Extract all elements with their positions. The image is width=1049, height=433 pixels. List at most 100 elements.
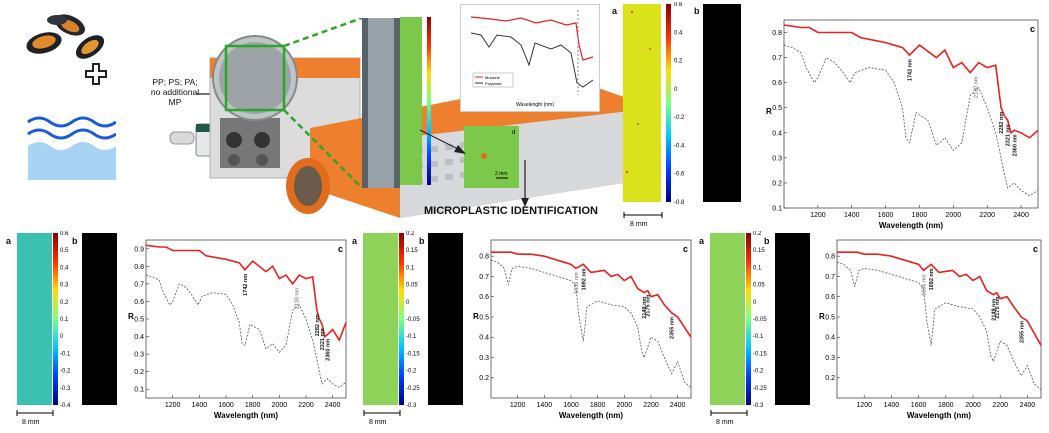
colorbar-tick-label: -0.25 [406,386,420,392]
water-icon [26,112,117,180]
top-scale-bar: 8 mm [622,212,664,233]
x-tick-label: 1400 [844,212,860,219]
colorbar-tick-label: -0.4 [674,143,685,149]
y-tick-label: 0.3 [479,355,489,362]
chart-top-right: 1200 1400 1600 1800 2000 2200 2400 0.1 0.2 0.3 0.4… [758,12,1046,232]
inset-letter: d [512,130,515,136]
y-axis-label: R [128,312,134,321]
peak-annotation: 2149 nm [991,299,997,321]
y-axis-label: R [473,312,479,321]
x-tick-label: 1400 [192,402,208,409]
colorbar-tick-label: 0.6 [674,2,683,8]
y-tick-label: 0.3 [134,352,144,359]
colorbar-tick-label: -0.3 [60,386,71,392]
colorbar-tick-label: 0 [753,300,757,306]
bm-scale-bar: 8 mm [362,410,402,433]
y-axis-label: R [766,107,772,116]
chart-bottom-middle: 1200 1400 1600 1800 2000 2200 2400 0.2 0.3 0.4 0.5… [465,232,697,422]
x-tick-label: 2400 [1013,212,1029,219]
top-map-b [703,4,741,202]
down-arrow [521,160,529,213]
x-tick-label: 2000 [965,402,981,409]
y-tick-label: 0.7 [772,55,782,62]
colorbar-tick-label: -0.4 [60,403,71,407]
x-tick-label: 2000 [617,402,633,409]
br-map-letter-b: b [764,236,770,246]
y-axis-label: R [819,312,825,321]
x-tick-label: 1800 [590,402,606,409]
x-tick-label: 1200 [510,402,526,409]
colorbar-tick-label: 0 [406,300,410,306]
colorbar-tick-label: -0.6 [674,172,685,178]
y-tick-label: 0.2 [479,375,489,382]
x-tick-label: 2400 [325,402,341,409]
colorbar-tick-label: -0.25 [753,386,767,392]
y-tick-label: 0.6 [134,299,144,306]
bm-map-a [363,233,398,405]
colorbar-tick-label: 0.3 [60,283,69,289]
br-scale-bar: 8 mm [709,410,749,433]
inset-colorbar [427,17,431,185]
x-tick-label: 2200 [979,212,995,219]
inset-xlabel: Wavelength (nm) [516,102,554,108]
peak-annotation: 2130 nm [973,76,979,98]
colorbar-tick-label: 0.6 [60,231,69,237]
x-tick-label: 1200 [810,212,826,219]
bl-map-b [82,233,117,405]
top-colorbar-ticks: 0.6 0.4 0.2 0 -0.2 -0.4 -0.6 -0.8 [673,2,695,206]
y-tick-label: 0.2 [772,180,782,187]
x-axis-label: Wavelength (nm) [879,221,943,230]
colorbar-tick-label: -0.15 [406,351,420,357]
mussel-icon [26,14,105,59]
peak-annotation: 2321 nm [320,328,326,350]
peak-annotation: 2355 nm [670,317,676,339]
x-tick-label: 1600 [878,212,894,219]
materials-label: PP; PS; PA; [152,77,198,87]
inset-legend-1: Mussels [485,75,500,80]
peak-annotation: 1742 nm [243,274,249,296]
peak-annotation: 1636 nm [921,274,927,296]
plot-frame [836,239,1042,399]
bm-map-letter-a: a [352,236,358,246]
peak-annotation: 2282 nm [315,314,321,336]
plot-frame [490,239,692,399]
colorbar-tick-label: -0.05 [406,317,420,323]
x-tick-label: 1400 [884,402,900,409]
x-tick-label: 2400 [670,402,686,409]
colorbar-tick-label: 0.2 [753,231,762,237]
x-tick-label: 1800 [912,212,928,219]
colorbar-tick-label: -0.2 [60,369,71,375]
peak-annotation: 1692 nm [929,268,935,290]
top-map-a [623,4,661,202]
chart-letter: c [683,244,688,254]
peak-annotation: 2149 nm [642,297,648,319]
colorbar-tick-label: -0.3 [753,403,764,407]
y-tick-label: 0.4 [825,335,835,342]
bl-map-a [17,233,52,405]
chart-letter: c [1033,244,1038,254]
microplastic-title: MICROPLASTIC IDENTIFICATION [424,205,598,217]
colorbar-tick-label: 0.2 [60,300,69,306]
x-tick-label: 1400 [537,402,553,409]
br-colorbar [746,233,751,405]
colorbar-tick-label: 0.05 [753,283,765,289]
inset-scale-label: 2 mm [495,171,508,177]
chart-bottom-right: 1200 1400 1600 1800 2000 2200 2400 0.2 0.3 0.4 0.5… [811,232,1047,422]
x-tick-label: 2200 [992,402,1008,409]
y-tick-label: 0.4 [772,130,782,137]
plot-frame [783,19,1039,209]
peak-annotation: 2321 nm [1006,124,1012,146]
sample-series-line [837,251,1042,346]
y-tick-label: 0.6 [825,294,835,301]
y-tick-label: 0.3 [772,155,782,162]
br-map-b [775,233,810,405]
colorbar-tick-label: -0.05 [753,317,767,323]
bl-map-letter-a: a [6,236,12,246]
bl-map-letter-b: b [72,236,78,246]
colorbar-tick-label: 0.05 [406,283,418,289]
bm-map-b [428,233,463,405]
x-tick-label: 2000 [272,402,288,409]
materials-label-2: no additional [150,87,200,97]
materials-label-3: MP [168,97,182,107]
peak-annotation: 2175 nm [646,295,652,317]
